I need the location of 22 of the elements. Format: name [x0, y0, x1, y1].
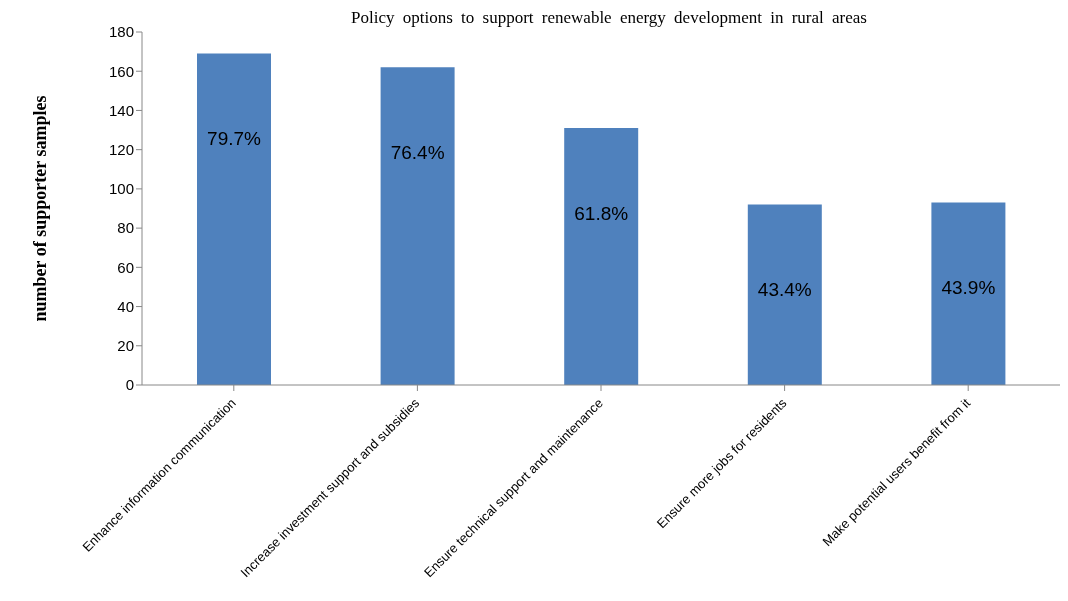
bar — [380, 67, 455, 385]
y-tick-label: 180 — [108, 23, 134, 41]
annotation: 61.8% — [574, 202, 629, 224]
y-tick-label: 0 — [125, 376, 134, 394]
y-tick-label: 60 — [117, 258, 134, 276]
bar — [931, 202, 1006, 385]
annotation: 79.7% — [207, 128, 262, 150]
annotation: 43.4% — [757, 279, 812, 301]
y-tick-label: 140 — [108, 101, 134, 119]
y-axis-title: number of supporter samples — [30, 95, 51, 322]
bar — [747, 204, 822, 385]
y-tick-label: 160 — [108, 62, 134, 80]
y-tick-label: 100 — [108, 180, 134, 198]
y-tick-label: 40 — [117, 297, 134, 315]
bar — [564, 128, 639, 385]
y-tick-label: 20 — [117, 337, 134, 355]
annotation: 43.9% — [941, 277, 996, 299]
bar — [197, 53, 271, 385]
chart-title: Policy options to support renewable energy development in rural areas — [350, 8, 868, 28]
y-tick-label: 120 — [108, 140, 134, 158]
y-tick-label: 80 — [117, 219, 134, 237]
annotation: 76.4% — [390, 141, 445, 163]
